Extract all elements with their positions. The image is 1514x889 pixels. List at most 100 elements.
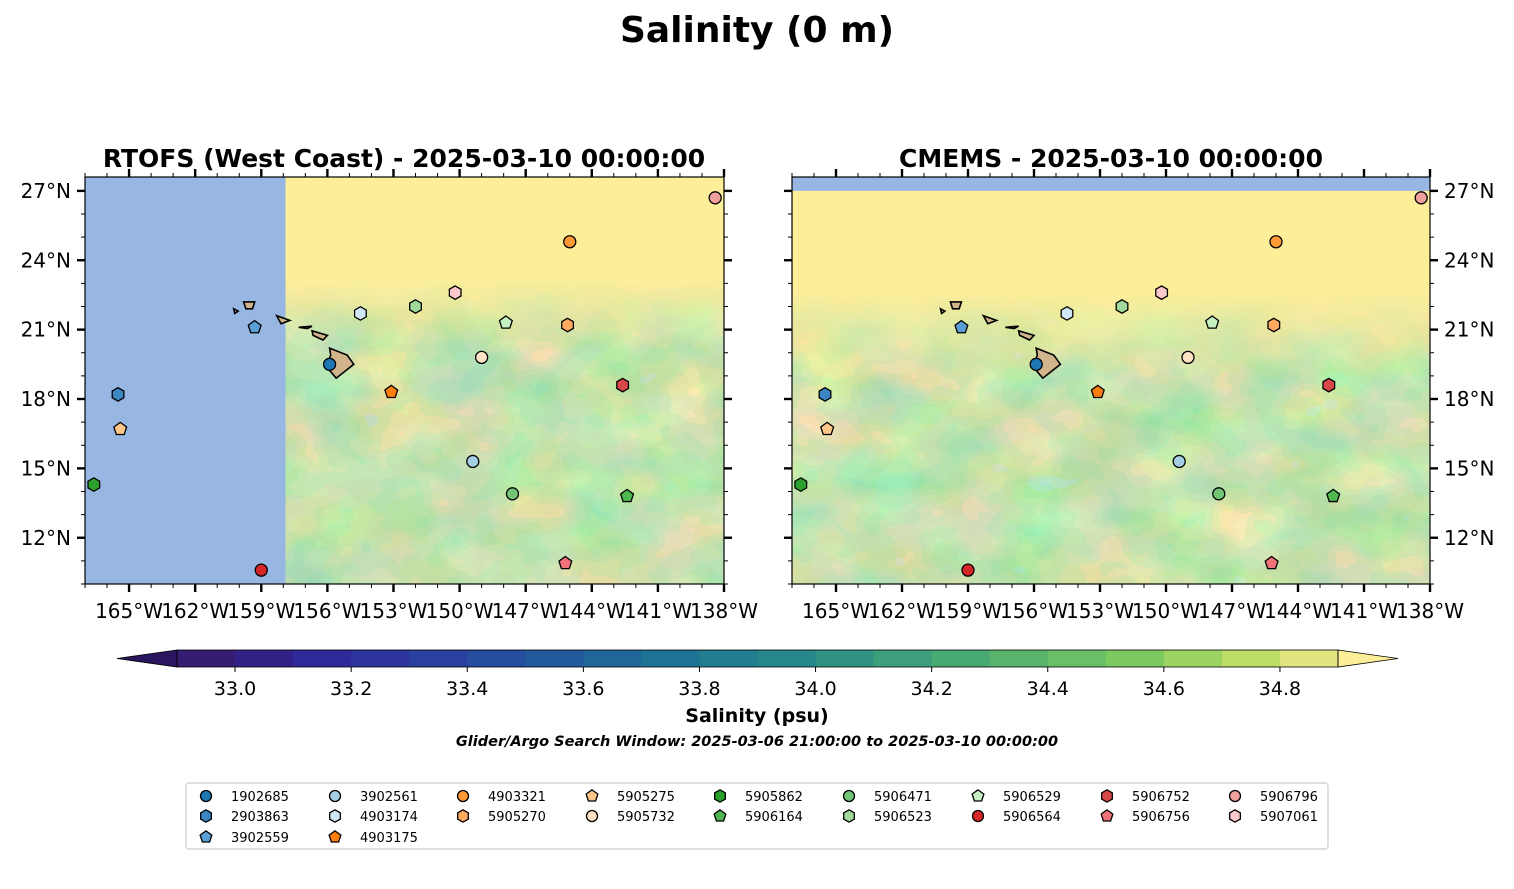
float-marker-5905270 [1267,317,1281,333]
legend-label: 5905275 [617,790,675,805]
colorbar-tick-label: 33.2 [330,678,372,700]
legend-entry-5906523: 5906523 [843,809,932,825]
legend-label: 5905732 [617,810,675,825]
colorbar-segment [1221,650,1281,667]
legend-entry-4903321: 4903321 [456,789,546,805]
lat-tick-label: 21°N [21,318,71,342]
island-land [325,346,355,380]
legend-entry-1902685: 1902685 [199,789,289,805]
legend-label: 4903174 [360,810,418,825]
float-marker-5906164 [619,488,635,503]
colorbar-extend-high [1337,649,1399,668]
legend-entry-5905270: 5905270 [457,809,546,825]
legend-entry-5906164: 5906164 [713,809,803,825]
colorbar-extend-low [116,649,178,668]
lon-tick-label: 165°W [802,599,870,623]
colorbar-segment [293,650,352,667]
island-land [232,307,240,315]
legend-label: 3902559 [231,831,289,846]
island-land [981,314,999,325]
legend-label: 4903321 [488,790,546,805]
float-marker-5906796 [1414,191,1428,205]
float-marker-5905732 [1181,350,1195,365]
colorbar-segment [1163,650,1223,667]
colorbar-tick-label: 33.6 [562,678,604,700]
legend-marker [200,809,212,823]
legend-marker [713,809,727,822]
float-marker-1902685 [322,357,337,371]
lat-tick-label: 18°N [21,387,71,411]
map-panel-cmems: 165°W162°W159°W156°W153°W150°W147°W144°W… [784,169,1494,623]
float-marker-5906529 [498,315,514,329]
legend-entry-3902559: 3902559 [199,830,289,846]
legend-marker [714,789,726,803]
map-frame [84,176,725,585]
legend-label: 5906564 [1003,810,1061,825]
float-marker-4903175 [1090,384,1105,399]
figure-title: Salinity (0 m) [620,10,894,51]
island-land [274,314,293,325]
legend-entry-5906564: 5906564 [971,809,1061,825]
legend-label: 5907061 [1260,810,1318,825]
legend-marker [585,809,599,823]
legend-entry-5906796: 5906796 [1228,789,1318,805]
float-marker-5905275 [113,421,128,436]
float-marker-1902685 [1029,357,1043,371]
colorbar-label: Salinity (psu) [685,705,828,727]
colorbar-segment [1047,650,1107,667]
float-marker-5905862 [794,477,808,493]
legend-label: 5905862 [745,790,803,805]
float-marker-5905862 [87,477,101,493]
map-frame [791,176,1431,585]
legend-entry-5906471: 5906471 [842,789,932,805]
colorbar-segment [699,650,758,667]
lon-tick-label: 141°W [1330,599,1398,623]
legend-marker [329,809,341,823]
legend-marker [1229,809,1241,823]
float-marker-5906523 [409,299,422,314]
colorbar: 33.0 33.2 33.4 33.6 33.8 34.0 34.2 34.4 34.6 34.8 [116,649,1399,700]
legend-marker [1228,789,1242,803]
colorbar-segment [525,650,584,667]
panel-title-cmems: CMEMS - 2025-03-10 00:00:00 [899,144,1323,173]
lat-tick-label: 24°N [21,248,71,272]
lon-tick-label: 141°W [624,599,692,623]
colorbar-segment [1105,650,1165,667]
legend-label: 1902685 [231,790,289,805]
no-data-region [85,177,286,584]
lon-tick-label: 162°W [161,599,229,623]
legend-marker [199,830,213,843]
legend-label: 3902561 [360,790,418,805]
legend-entry-5905732: 5905732 [585,809,675,825]
legend-marker [971,809,985,823]
lon-tick-label: 144°W [558,599,626,623]
lon-tick-label: 159°W [227,599,295,623]
float-marker-4903321 [563,235,577,249]
float-marker-2903863 [818,386,832,402]
float-marker-4903321 [1269,235,1283,249]
island-land [310,329,329,341]
float-marker-5906796 [708,191,722,205]
legend-marker [456,789,470,803]
legend-entry-5906529: 5906529 [971,789,1061,805]
legend-label: 5905270 [488,810,546,825]
float-marker-5906564 [961,563,975,577]
lon-tick-label: 156°W [1000,599,1068,623]
legend-entry-5906756: 5906756 [1100,809,1190,825]
legend-label: 5906523 [874,810,932,825]
lon-tick-label: 147°W [1198,599,1266,623]
legend-entry-4903175: 4903175 [328,830,418,846]
float-marker-5905270 [561,317,575,333]
lon-tick-label: 150°W [426,599,494,623]
legend-entry-5905275: 5905275 [585,789,675,805]
legend-entry-5905862: 5905862 [714,789,803,805]
float-marker-5907061 [1155,285,1169,301]
search-window-note: Glider/Argo Search Window: 2025-03-06 21… [456,734,1058,750]
colorbar-tick-label: 33.8 [678,678,720,700]
legend-marker [843,809,855,823]
colorbar-tick-label: 34.2 [910,678,952,700]
lon-tick-label: 165°W [95,599,163,623]
float-marker-4903174 [1060,305,1074,321]
legend-box [185,782,1329,850]
colorbar-tick-label: 34.6 [1143,678,1185,700]
